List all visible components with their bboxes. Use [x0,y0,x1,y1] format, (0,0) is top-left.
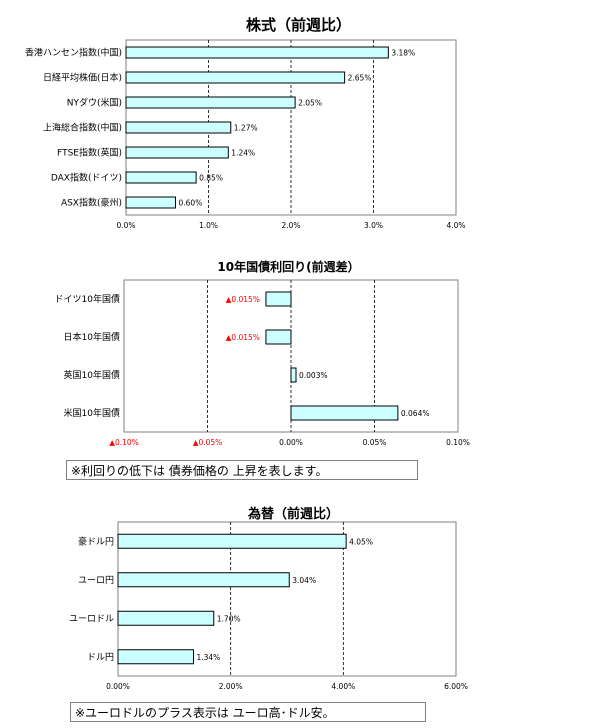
data-label: 0.064% [401,409,430,418]
bar [117,572,290,588]
data-label: 1.70% [217,614,241,623]
bar [125,71,346,84]
chart-title-stocks: 株式（前週比） [245,16,351,34]
data-label: 0.60% [179,199,203,208]
bar [125,96,296,109]
x-tick-label: 0.00% [106,682,130,691]
chart-title-bond-yields: 10年国債利回り(前週差） [217,260,360,274]
bar [290,367,297,383]
data-label: ▲0.015% [226,295,260,304]
data-label: 1.27% [234,124,258,133]
category-label: 米国10年国債 [64,407,120,419]
bar [125,146,229,159]
chart-title-forex: 為替（前週比） [247,507,339,522]
category-label: 豪ドル円 [78,535,114,547]
note-bond-yields: ※利回りの低下は 債券価格の 上昇を表します。 [66,460,418,480]
category-label: 日経平均株価(日本) [43,72,122,84]
data-label: 3.04% [292,576,316,585]
x-tick-label: 0.00% [279,438,303,447]
category-label: ユーロ円 [78,575,114,586]
x-tick-label: 6.00% [444,682,468,691]
category-label: FTSE指数(英国) [57,147,122,159]
bar [125,196,176,209]
data-label: 2.05% [298,99,322,108]
category-label: 上海総合指数(中国) [43,122,122,134]
data-label: 3.18% [391,49,415,58]
category-label: DAX指数(ドイツ) [51,172,122,184]
bar [125,121,232,134]
category-label: ASX指数(豪州) [61,197,122,209]
x-tick-label: 2.00% [219,682,243,691]
x-tick-label: 4.00% [331,682,355,691]
bar [265,329,292,345]
data-label: 0.003% [299,371,328,380]
x-tick-label: 0.0% [116,221,135,230]
x-tick-label: ▲0.10% [109,438,139,447]
x-tick-label: 2.0% [281,221,300,230]
bar [265,291,292,307]
x-tick-label: 3.0% [364,221,383,230]
chart-stocks: 0.0% 1.0% 2.0% 3.0% 4.0% 香港ハンセン指数(中国) 3.18% 日経平… [25,39,466,230]
x-tick-label: 0.05% [363,438,387,447]
bar [125,171,197,184]
x-tick-label: 1.0% [199,221,218,230]
data-label: ▲0.015% [226,333,260,342]
bar [117,533,347,549]
data-label: 4.05% [349,537,373,546]
data-label: 1.34% [196,653,220,662]
data-label: 2.65% [348,74,372,83]
category-label: 日本10年国債 [64,331,120,343]
bar [290,405,399,421]
x-tick-label: 4.0% [446,221,465,230]
chart-bond-yields: ▲0.10% ▲0.05% 0.00% 0.05% 0.10% ドイツ10年国債 ▲0.01… [55,279,470,447]
x-tick-label: 0.10% [446,438,470,447]
category-label: 香港ハンセン指数(中国) [25,47,122,59]
category-label: ドル円 [87,652,114,663]
bar [117,610,215,626]
bar [117,649,194,665]
data-label: 1.24% [231,149,255,158]
data-label: 0.85% [199,174,223,183]
bar [125,46,389,59]
note-forex: ※ユーロドルのプラス表示は ユーロ高･ドル安。 [70,702,426,722]
x-tick-label: ▲0.05% [193,438,223,447]
category-label: ユーロドル [69,614,114,624]
category-label: NYダウ(米国) [67,97,122,109]
category-label: ドイツ10年国債 [55,293,120,305]
category-label: 英国10年国債 [64,369,120,381]
